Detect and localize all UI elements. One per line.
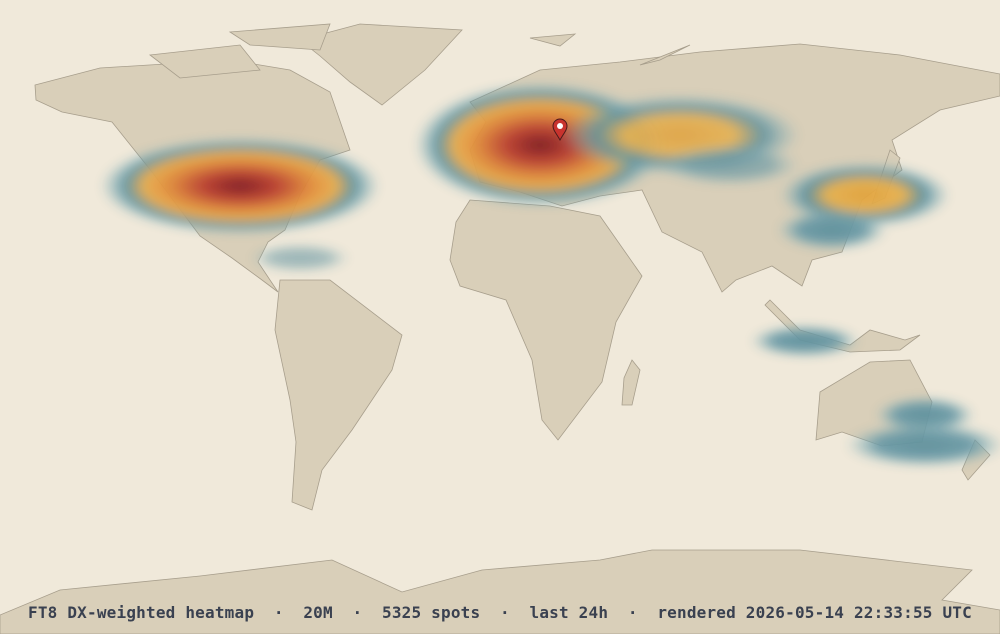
caption: FT8 DX-weighted heatmap · 20M · 5325 spo…: [28, 603, 972, 622]
antarctica: [0, 549, 1000, 634]
madagascar: [621, 359, 641, 406]
home-marker[interactable]: [552, 118, 568, 142]
heat-blob: [660, 145, 800, 185]
heat-blob: [875, 397, 975, 433]
heat-blob: [777, 210, 887, 250]
heat-blob: [100, 138, 380, 234]
greenland: [299, 23, 463, 106]
marker-dot: [557, 123, 563, 129]
heat-blob: [250, 244, 350, 272]
marker-pin[interactable]: [552, 118, 568, 142]
heatmap: [100, 83, 1000, 467]
south-america: [274, 279, 403, 511]
heat-blob: [750, 325, 860, 357]
arctic-islands: [148, 23, 691, 79]
africa: [449, 199, 643, 441]
heat-blob: [845, 423, 1000, 467]
